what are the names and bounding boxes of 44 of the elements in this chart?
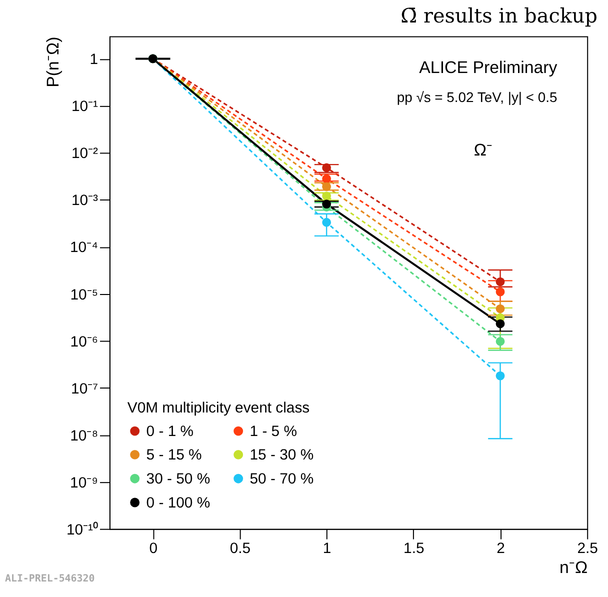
chart-title: Ω̄ results in backup <box>400 4 598 28</box>
point <box>322 174 332 184</box>
legend-label: 15 - 30 % <box>250 446 314 464</box>
annotation: ALICE Preliminary <box>419 58 558 78</box>
y-tick-label: 10⁻⁷ <box>71 380 98 398</box>
point <box>322 218 332 227</box>
y-tick-label: 10⁻⁸ <box>70 427 98 444</box>
y-axis-title: P(n⁻Ω) <box>44 36 63 88</box>
point <box>322 192 332 200</box>
x-tick-label: 0 <box>149 540 158 558</box>
point <box>322 182 332 192</box>
legend-title: V0M multiplicity event class <box>127 399 310 416</box>
y-tick-label: 10⁻⁵ <box>70 286 98 304</box>
y-tick-label: 10⁻⁶ <box>70 333 98 350</box>
point <box>496 304 505 314</box>
y-tick-label: 1 <box>90 51 98 68</box>
legend-label: 30 - 50 % <box>146 470 210 488</box>
legend-label: 0 - 100 % <box>146 494 210 512</box>
y-tick-label: 10⁻¹ <box>71 98 98 116</box>
text: ALI-PREL-546320 <box>4 574 95 585</box>
point <box>496 319 505 328</box>
x-tick-label: 1 <box>322 540 332 558</box>
y-tick-label: 10⁻² <box>71 145 98 162</box>
point <box>322 200 332 208</box>
legend-label: 0 - 1 % <box>146 423 194 440</box>
point <box>496 287 505 296</box>
y-tick-label: 10⁻³ <box>71 192 98 210</box>
y-tick-label: 10⁻⁹ <box>70 474 98 492</box>
point <box>496 336 505 346</box>
x-axis-title: n⁻Ω <box>560 558 588 578</box>
point <box>496 371 505 380</box>
legend-label: 50 - 70 % <box>250 470 314 488</box>
annotation: Ω⁻ <box>474 140 493 160</box>
y-tick-label: 10⁻⁴ <box>70 239 98 256</box>
x-tick-label: 0.5 <box>230 540 251 558</box>
x-tick-label: 2 <box>496 540 505 558</box>
point <box>322 163 332 172</box>
y-tick-label: 10⁻¹⁰ <box>66 521 98 538</box>
legend-label: 5 - 15 % <box>146 446 202 464</box>
x-tick-label: 2.5 <box>577 540 598 558</box>
legend-label: 1 - 5 % <box>250 423 297 440</box>
x-tick-label: 1.5 <box>404 540 424 558</box>
annotation: pp √s = 5.02 TeV, |y| < 0.5 <box>396 88 558 105</box>
point <box>496 277 505 286</box>
